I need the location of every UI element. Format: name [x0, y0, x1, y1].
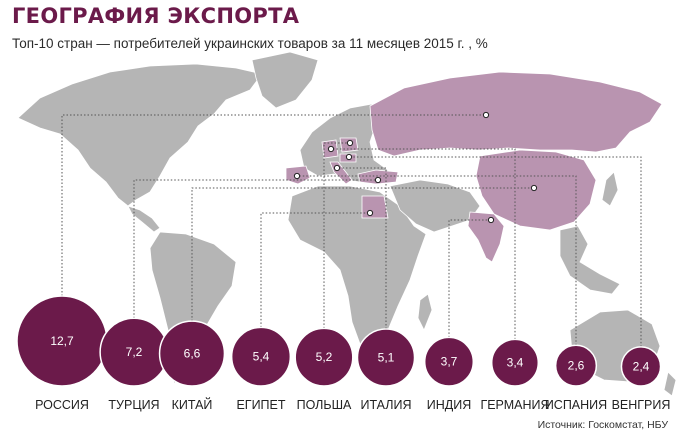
bubble-china	[158, 320, 226, 387]
japan-landmass	[601, 171, 619, 207]
map-marker-india	[487, 216, 495, 224]
country-label-italy: ИТАЛИЯ	[360, 398, 411, 412]
value-label-india: 3,7	[441, 355, 458, 369]
leader-line-egypt	[260, 212, 370, 328]
new-zealand-landmass	[663, 371, 677, 397]
bubble-germany	[490, 338, 540, 387]
egypt-landmass	[361, 195, 389, 219]
value-label-russia: 12,7	[50, 334, 74, 348]
map-marker-china	[530, 184, 538, 192]
country-label-egypt: ЕГИПЕТ	[236, 398, 285, 412]
bubble-poland	[294, 327, 354, 387]
bubble-series: 12,7 РОССИЯ 7,2 ТУРЦИЯ 6,6 КИТАЙ 5,4 ЕГИПЕТ 5,2 П…	[16, 295, 671, 412]
leader-lines	[61, 111, 642, 347]
chart-subtitle: Топ-10 стран — потребителей украинских т…	[12, 36, 488, 51]
leader-line-turkey	[133, 179, 378, 319]
chart-title: ГЕОГРАФИЯ ЭКСПОРТА	[12, 4, 300, 28]
india-landmass	[467, 211, 505, 263]
greenland-landmass	[251, 51, 319, 109]
bubble-italy	[356, 328, 416, 387]
central-america-landmass	[127, 205, 161, 233]
country-label-china: КИТАЙ	[172, 397, 213, 412]
map-marker-spain	[293, 172, 301, 180]
bubble-india	[423, 336, 475, 387]
leader-line-india	[448, 219, 491, 338]
country-label-hungary: ВЕНГРИЯ	[612, 398, 671, 412]
map-marker-poland	[346, 139, 354, 147]
north-america-landmass	[17, 63, 263, 207]
map-marker-germany	[327, 145, 335, 153]
value-label-germany: 3,4	[507, 356, 524, 370]
bubble-spain	[554, 344, 598, 387]
leader-line-spain	[297, 175, 577, 346]
country-label-russia: РОССИЯ	[35, 398, 89, 412]
leader-line-russia	[61, 114, 486, 296]
map-marker-hungary	[345, 153, 353, 161]
value-label-turkey: 7,2	[126, 345, 143, 359]
value-label-egypt: 5,4	[253, 350, 270, 364]
value-label-china: 6,6	[184, 347, 201, 361]
leader-line-germany	[331, 148, 516, 340]
bubble-egypt	[230, 326, 292, 387]
map-marker-italy	[333, 164, 341, 172]
value-label-italy: 5,1	[378, 350, 395, 364]
map-marker-russia	[482, 111, 490, 119]
country-label-poland: ПОЛЬША	[297, 398, 352, 412]
country-label-turkey: ТУРЦИЯ	[108, 398, 159, 412]
source-note: Источник: Госкомстат, НБУ	[537, 419, 668, 431]
value-label-poland: 5,2	[316, 350, 333, 364]
country-label-spain: ИСПАНИЯ	[545, 398, 607, 412]
russia-landmass	[369, 71, 663, 157]
value-label-hungary: 2,4	[633, 359, 650, 373]
bubble-hungary	[620, 346, 662, 387]
map-marker-egypt	[366, 209, 374, 217]
country-label-india: ИНДИЯ	[427, 398, 472, 412]
country-label-germany: ГЕРМАНИЯ	[480, 398, 549, 412]
leader-line-china	[191, 187, 534, 322]
leader-line-italy	[337, 167, 387, 329]
map-marker-turkey	[374, 176, 382, 184]
africa-landmass	[287, 185, 427, 345]
value-label-spain: 2,6	[568, 359, 585, 373]
leader-line-hungary	[349, 156, 642, 347]
madagascar-landmass	[417, 293, 433, 331]
southeast-asia-landmass	[559, 225, 621, 295]
